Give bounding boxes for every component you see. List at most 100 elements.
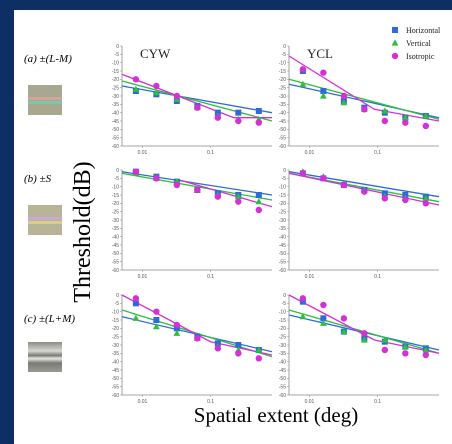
data-point-vertical [381, 336, 389, 343]
fit-line-vertical [121, 172, 273, 201]
legend-label-horizontal: Horizontal [406, 26, 441, 35]
data-point-vertical [152, 323, 160, 330]
data-point-horizontal [320, 315, 327, 322]
y-tick-label: -40 [279, 110, 286, 116]
data-point-isotropic [320, 301, 327, 309]
data-point-isotropic [235, 350, 242, 357]
x-tick-label: 0.1 [207, 274, 214, 280]
fit-line-horizontal [121, 85, 273, 114]
data-point-isotropic [132, 295, 140, 302]
fit-line-horizontal [121, 171, 273, 196]
y-tick-label: -40 [279, 359, 286, 365]
data-point-vertical [319, 319, 327, 326]
y-tick-label: -25 [279, 209, 286, 215]
data-point-isotropic [381, 346, 389, 354]
chart-panel-0: 0 -5 -10 -15 -20 -25 -30 -35 -40 -45 -50 -55 -60 0.01… [112, 44, 273, 156]
data-point-horizontal [235, 109, 242, 116]
legend-label-vertical: Vertical [406, 39, 432, 48]
x-tick-label: 0.01 [305, 274, 315, 280]
y-tick-label: -10 [279, 309, 286, 315]
x-axis-label: Spatial extent (deg) [194, 403, 358, 427]
x-tick-label: 0.01 [138, 399, 148, 405]
data-point-horizontal [299, 298, 306, 305]
row-label-0: (a) ±(L-M) [24, 53, 72, 65]
y-tick-label: -50 [279, 376, 286, 382]
y-tick-label: -10 [279, 184, 286, 190]
data-point-vertical [173, 329, 181, 336]
data-point-isotropic [402, 350, 409, 357]
data-point-horizontal [173, 325, 180, 332]
y-tick-label: -40 [279, 234, 286, 240]
y-tick-label: -50 [112, 127, 119, 133]
y-tick-label: -45 [279, 119, 286, 125]
stimulus-swatch-1 [28, 205, 62, 235]
data-point-isotropic [194, 335, 201, 342]
y-tick-label: -15 [279, 69, 286, 75]
data-point-isotropic [320, 175, 327, 182]
data-point-horizontal [132, 300, 139, 307]
y-tick-label: -35 [112, 351, 119, 357]
y-tick-label: 0 [116, 168, 119, 174]
y-tick-label: -35 [112, 226, 119, 232]
data-point-horizontal [255, 192, 262, 198]
data-point-vertical [132, 85, 140, 92]
legend-marker-isotropic [391, 52, 399, 60]
data-point-vertical [132, 314, 140, 321]
data-point-vertical [340, 328, 348, 335]
data-point-isotropic [422, 351, 430, 359]
data-point-horizontal [235, 342, 242, 348]
data-point-isotropic [214, 193, 222, 200]
data-point-vertical [422, 194, 430, 201]
y-tick-label: -30 [112, 218, 119, 224]
y-tick-label: -30 [279, 218, 286, 224]
y-tick-label: 0 [283, 168, 286, 174]
y-tick-label: -15 [112, 193, 119, 199]
y-tick-label: -5 [115, 301, 120, 307]
y-tick-label: -10 [112, 184, 119, 190]
y-tick-label: -25 [279, 334, 286, 340]
y-tick-label: -50 [112, 251, 119, 257]
data-point-isotropic [214, 114, 222, 121]
chart-panel-1: 0 -5 -10 -15 -20 -25 -30 -35 -40 -45 -50 -55 -60 0.01… [279, 44, 440, 156]
data-point-isotropic [255, 206, 263, 214]
y-tick-label: -40 [112, 110, 119, 116]
y-tick-label: -55 [279, 259, 286, 265]
y-tick-label: -55 [279, 384, 286, 390]
data-point-isotropic [381, 195, 389, 202]
y-tick-label: 0 [283, 44, 286, 50]
fit-line-vertical [121, 309, 273, 358]
data-point-vertical [360, 336, 368, 343]
row-labels: (a) ±(L-M) (b) ±S (c) ±(L+M) [24, 53, 75, 372]
fit-line-isotropic [121, 73, 272, 119]
data-point-vertical [152, 89, 160, 96]
legend: Horizontal Vertical Isotropic [391, 26, 441, 61]
chart-panel-5: 0 -5 -10 -15 -20 -25 -30 -35 -40 -45 -50 -55 -60 0.01… [279, 293, 440, 405]
stimulus-swatch-0 [28, 85, 62, 115]
y-tick-label: -60 [279, 268, 286, 274]
y-tick-label: -45 [112, 119, 119, 125]
chart-panels: 0 -5 -10 -15 -20 -25 -30 -35 -40 -45 -50 -55 -60 0.01… [112, 44, 440, 405]
y-tick-label: -25 [112, 334, 119, 340]
data-point-vertical [422, 346, 430, 353]
x-tick-label: 0.1 [207, 150, 214, 156]
data-point-isotropic [340, 92, 348, 100]
y-tick-label: -35 [279, 102, 286, 108]
data-point-isotropic [173, 92, 181, 100]
y-tick-label: -10 [279, 60, 286, 66]
data-point-isotropic [132, 168, 140, 175]
y-tick-label: -55 [112, 384, 119, 390]
y-tick-label: -15 [112, 69, 119, 75]
data-point-vertical [340, 99, 348, 106]
y-tick-label: -50 [279, 251, 286, 257]
data-point-horizontal [153, 317, 160, 323]
x-tick-label: 0.1 [374, 150, 381, 156]
y-tick-label: 0 [116, 44, 119, 50]
y-tick-label: -20 [279, 77, 286, 83]
y-tick-label: -20 [112, 77, 119, 83]
data-point-isotropic [320, 69, 327, 76]
data-point-vertical [234, 193, 242, 200]
data-point-vertical [401, 343, 409, 350]
y-tick-label: -55 [112, 135, 119, 141]
y-tick-label: -10 [112, 60, 119, 66]
data-point-horizontal [255, 108, 262, 114]
